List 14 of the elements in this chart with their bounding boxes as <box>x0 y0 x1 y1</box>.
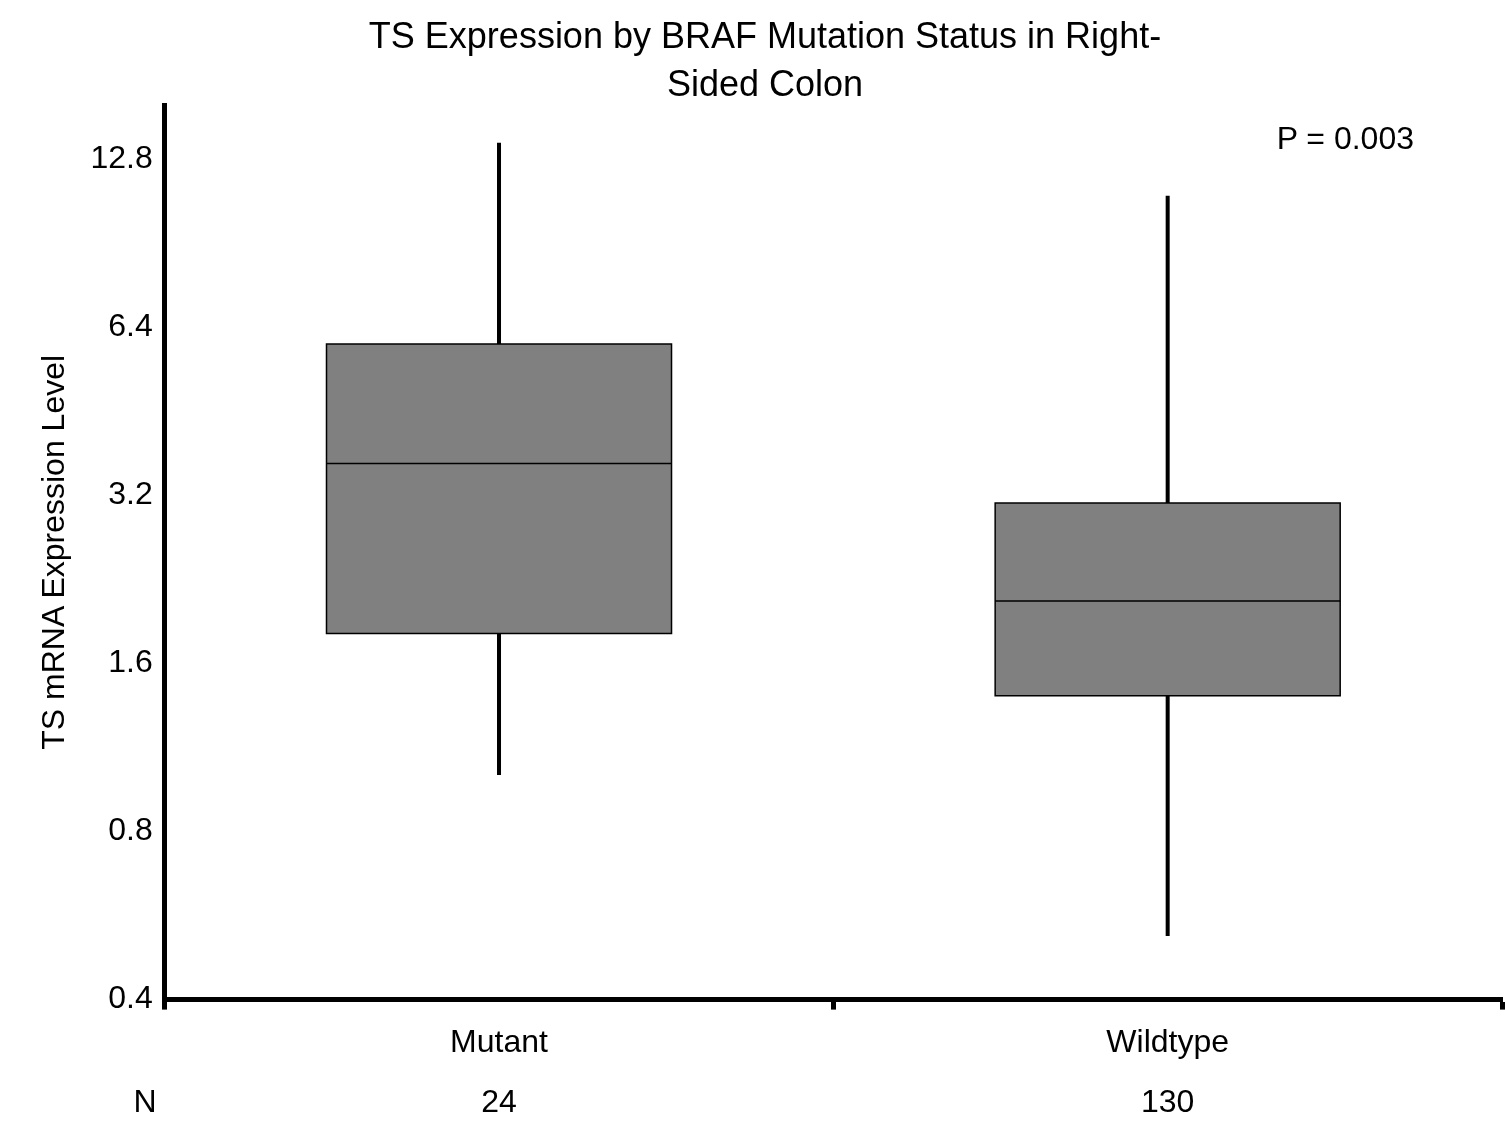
y-tick-label: 12.8 <box>90 138 153 175</box>
annotation: P = 0.003 <box>1276 119 1414 156</box>
chart-title: TS Expression by BRAF Mutation Status in Right-Sided Colon <box>367 14 1163 106</box>
y-tick-label: 0.8 <box>108 811 153 848</box>
y-tick-label: 0.4 <box>108 979 153 1016</box>
y-tick-label: 3.2 <box>108 475 153 512</box>
text: N <box>133 1082 157 1119</box>
x-tick-label: Mutant <box>450 1022 549 1059</box>
x-tick-label: Wildtype <box>1106 1022 1230 1059</box>
y-tick-label: 1.6 <box>108 643 153 680</box>
text: 130 <box>1140 1082 1195 1119</box>
text: 24 <box>481 1082 517 1119</box>
y-axis-title: TS mRNA Expression Level <box>35 354 72 750</box>
y-tick-label: 6.4 <box>108 307 153 344</box>
